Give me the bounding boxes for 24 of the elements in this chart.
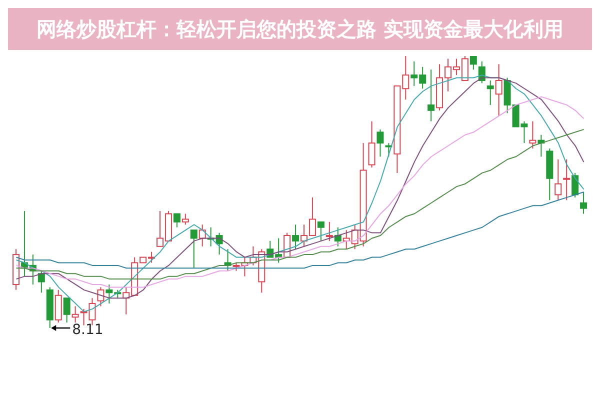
candlestick — [63, 298, 70, 324]
candlestick — [495, 64, 502, 116]
candlestick — [554, 158, 562, 201]
chart-title: 网络炒股杠杆：轻松开启您的投资之路 实现资金最大化利用 — [8, 8, 592, 50]
candlestick — [72, 306, 79, 324]
candlestick — [190, 230, 198, 269]
annotation: 8.11 — [72, 322, 104, 338]
candlestick — [563, 158, 570, 201]
candlestick — [486, 80, 494, 106]
candlestick — [470, 56, 477, 70]
candlestick — [428, 69, 435, 122]
candlestick — [529, 120, 536, 149]
candlestick — [580, 192, 588, 214]
candlestick — [317, 221, 324, 242]
candlestick — [182, 213, 189, 226]
candlestick — [292, 224, 300, 250]
candlestick — [38, 270, 45, 294]
candlestick — [97, 286, 104, 307]
candlestick — [368, 120, 376, 168]
candlestick — [326, 221, 333, 242]
candlestick — [376, 128, 384, 158]
candlestick — [572, 172, 579, 198]
candlestick — [173, 213, 180, 228]
candlestick — [334, 226, 342, 247]
